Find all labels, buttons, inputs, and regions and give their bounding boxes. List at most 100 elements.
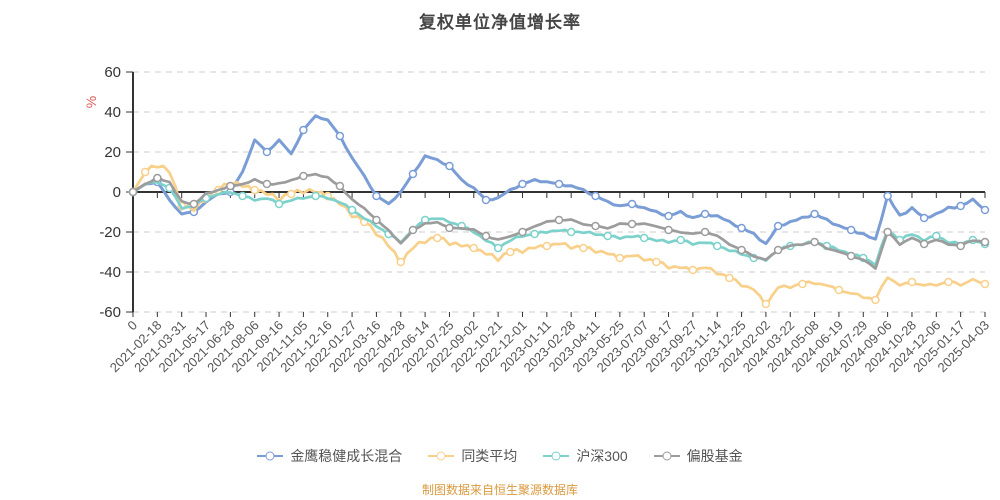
series-marker-3	[481, 231, 491, 241]
series-marker-1	[615, 253, 625, 263]
series-marker-2	[311, 191, 320, 201]
series-marker-3	[773, 245, 783, 255]
legend-circle-icon	[265, 451, 275, 461]
series-marker-2	[932, 231, 941, 241]
series-marker-3	[262, 179, 272, 189]
series-marker-1	[798, 279, 807, 289]
growth-chart: 6040200-20-40-60%02021-02-182021-03-3120…	[83, 64, 992, 375]
series-marker-1	[286, 189, 296, 199]
series-marker-3	[554, 215, 564, 225]
series-marker-3	[299, 171, 308, 181]
series-marker-3	[408, 225, 418, 235]
series-marker-3	[627, 219, 637, 229]
series-marker-3	[883, 227, 892, 237]
y-axis-name: %	[83, 96, 99, 108]
series-marker-3	[518, 227, 527, 237]
y-tick-label: 0	[113, 184, 121, 201]
series-marker-0	[700, 209, 710, 219]
series-marker-1	[725, 273, 734, 283]
series-marker-3	[810, 237, 819, 247]
series-marker-3	[956, 241, 965, 251]
series-marker-2	[274, 199, 284, 209]
legend-circle-icon	[662, 451, 672, 461]
series-marker-0	[372, 191, 381, 201]
y-tick-label: -20	[99, 224, 121, 241]
series-marker-3	[664, 225, 673, 235]
series-marker-0	[883, 191, 892, 201]
legend-label: 同类平均	[461, 448, 518, 464]
series-marker-3	[372, 215, 381, 225]
series-marker-1	[871, 295, 880, 305]
series-marker-0	[262, 147, 272, 157]
series-marker-1	[469, 243, 479, 253]
series-marker-3	[737, 245, 746, 255]
series-marker-1	[944, 277, 953, 287]
series-marker-0	[445, 161, 454, 171]
legend-label: 偏股基金	[686, 448, 743, 464]
series-marker-1	[652, 257, 661, 267]
series-marker-3	[445, 223, 454, 233]
series-marker-3	[980, 237, 990, 247]
legend-label: 金鹰稳健成长混合	[290, 448, 403, 464]
series-marker-1	[761, 299, 771, 309]
series-marker-0	[518, 179, 527, 189]
y-tick-label: 60	[104, 64, 121, 81]
series-marker-2	[566, 227, 576, 237]
series-marker-1	[250, 185, 259, 195]
legend-circle-icon	[551, 451, 561, 461]
series-marker-1	[542, 241, 552, 251]
legend-line-circle-icon	[428, 451, 455, 461]
series-marker-0	[481, 195, 491, 205]
series-marker-0	[773, 221, 783, 231]
legend-item-1[interactable]: 同类平均	[428, 446, 517, 466]
series-marker-3	[226, 181, 235, 191]
series-marker-0	[737, 223, 746, 233]
series-marker-1	[907, 277, 917, 287]
series-marker-0	[810, 209, 819, 219]
series-marker-0	[591, 191, 600, 201]
legend-item-2[interactable]: 沪深300	[543, 446, 628, 466]
legend-line-circle-icon	[257, 451, 284, 461]
series-marker-2	[347, 205, 357, 215]
series-line-2	[131, 180, 987, 267]
chart-title: 复权单位净值增长率	[419, 13, 581, 32]
series-line-0	[131, 114, 987, 246]
legend-line-circle-icon	[653, 451, 680, 461]
y-tick-label: -60	[99, 304, 121, 321]
series-marker-3	[153, 173, 162, 183]
series-marker-0	[554, 179, 564, 189]
legend-item-0[interactable]: 金鹰稳健成长混合	[257, 446, 402, 466]
series-line-1	[131, 164, 987, 308]
chart-legend: 金鹰稳健成长混合 同类平均 沪深300 偏股基金	[0, 446, 1000, 466]
series-marker-3	[189, 199, 199, 209]
series-marker-3	[846, 251, 856, 261]
series-marker-1	[688, 265, 698, 275]
series-marker-2	[530, 229, 539, 239]
series-marker-2	[238, 191, 247, 201]
legend-circle-icon	[436, 451, 446, 461]
series-marker-2	[712, 241, 722, 251]
legend-label: 沪深300	[576, 448, 628, 464]
legend-line-circle-icon	[543, 451, 570, 461]
series-marker-0	[664, 211, 673, 221]
x-tick-label: 0	[124, 318, 140, 334]
series-marker-1	[433, 233, 442, 243]
series-marker-1	[396, 257, 406, 267]
series-marker-1	[506, 247, 515, 257]
series-marker-0	[919, 213, 929, 223]
series-marker-2	[639, 233, 649, 243]
series-marker-0	[335, 131, 345, 141]
series-marker-1	[834, 285, 844, 295]
series-marker-2	[676, 235, 685, 245]
series-marker-2	[603, 231, 612, 241]
series-marker-0	[980, 205, 990, 215]
series-marker-3	[128, 187, 138, 197]
series-marker-2	[493, 243, 503, 253]
series-marker-1	[140, 167, 150, 177]
series-marker-3	[919, 239, 929, 249]
legend-item-3[interactable]: 偏股基金	[653, 446, 743, 466]
series-marker-3	[591, 221, 600, 231]
series-marker-0	[408, 169, 418, 179]
series-marker-3	[700, 227, 710, 237]
